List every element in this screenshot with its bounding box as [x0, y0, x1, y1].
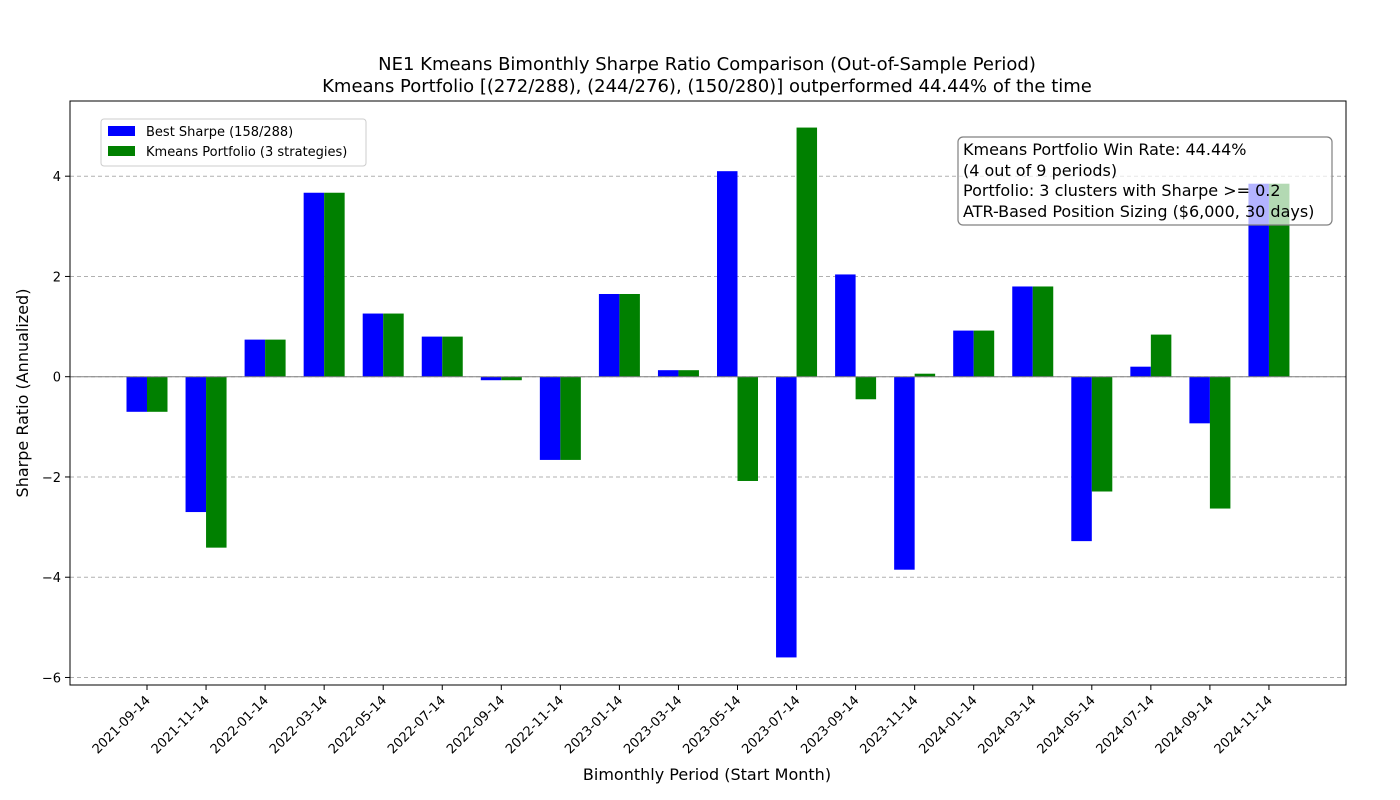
bar-kmeans-portfolio	[855, 376, 877, 400]
annotation-line-2: (4 out of 9 periods)	[963, 161, 1117, 180]
x-tick-label: 2022-05-14	[326, 693, 390, 757]
y-tick-label: −6	[42, 671, 61, 686]
bar-kmeans-portfolio	[1268, 183, 1290, 377]
x-tick-label: 2022-11-14	[503, 693, 567, 757]
x-tick-label: 2024-11-14	[1212, 693, 1276, 757]
x-tick-label: 2022-07-14	[385, 693, 449, 757]
bar-kmeans-portfolio	[619, 293, 640, 377]
bar-best-sharpe	[1189, 376, 1210, 424]
x-tick-label: 2024-01-14	[916, 693, 980, 757]
bar-kmeans-portfolio	[206, 376, 227, 548]
bar-best-sharpe	[539, 376, 561, 460]
annotation-line-3: Portfolio: 3 clusters with Sharpe >= 0.2	[963, 181, 1281, 200]
bar-best-sharpe	[835, 274, 856, 377]
bar-best-sharpe	[362, 313, 384, 377]
legend-swatch-best-sharpe	[108, 126, 135, 136]
bar-best-sharpe	[303, 192, 325, 377]
y-tick-label: −2	[42, 471, 61, 486]
x-axis-label: Bimonthly Period (Start Month)	[583, 765, 831, 784]
bar-kmeans-portfolio	[560, 376, 581, 460]
x-tick-label: 2024-07-14	[1094, 693, 1158, 757]
bar-kmeans-portfolio	[147, 376, 168, 412]
x-tick-label: 2023-05-14	[680, 693, 744, 757]
legend-box	[100, 118, 367, 167]
bar-kmeans-portfolio	[1209, 376, 1231, 509]
x-tick-label: 2023-09-14	[798, 693, 862, 757]
chart-title: NE1 Kmeans Bimonthly Sharpe Ratio Compar…	[378, 54, 1036, 75]
bar-kmeans-portfolio	[1032, 286, 1054, 377]
annotation-box	[957, 136, 1333, 226]
bar-kmeans-portfolio	[383, 313, 404, 377]
legend: Best Sharpe (158/288) Kmeans Portfolio (…	[100, 118, 367, 167]
bar-kmeans-portfolio	[914, 373, 936, 377]
bar-best-sharpe	[244, 339, 266, 377]
plot-frame	[69, 100, 1347, 686]
legend-label-kmeans-portfolio: Kmeans Portfolio (3 strategies)	[146, 145, 347, 160]
bar-kmeans-portfolio	[324, 192, 345, 377]
bar-best-sharpe	[480, 376, 502, 381]
bar-kmeans-portfolio	[973, 330, 995, 377]
bar-best-sharpe	[1012, 286, 1033, 377]
x-tick-label: 2022-09-14	[444, 693, 508, 757]
bar-kmeans-portfolio	[678, 370, 699, 377]
bar-best-sharpe	[776, 376, 797, 658]
x-tick-label: 2022-01-14	[208, 693, 272, 757]
x-tick-label: 2024-09-14	[1153, 693, 1217, 757]
y-tick-label: 0	[53, 371, 61, 386]
bar-best-sharpe	[1071, 376, 1092, 542]
y-tick-label: 2	[53, 270, 61, 285]
bar-kmeans-portfolio	[1091, 376, 1113, 492]
x-axis: 2021-09-142021-11-142022-01-142022-03-14…	[90, 685, 1276, 757]
bars	[126, 127, 1290, 658]
y-axis: −6 −4 −2 0 2 4	[42, 170, 70, 686]
win-rate-annotation: Kmeans Portfolio Win Rate: 44.44% (4 out…	[957, 136, 1333, 226]
bar-best-sharpe	[185, 376, 207, 513]
y-tick-label: 4	[53, 170, 61, 185]
x-tick-label: 2024-05-14	[1035, 693, 1099, 757]
y-axis-label: Sharpe Ratio (Annualized)	[13, 289, 32, 498]
annotation-line-1: Kmeans Portfolio Win Rate: 44.44%	[963, 140, 1247, 159]
x-tick-label: 2023-03-14	[621, 693, 685, 757]
bar-best-sharpe	[421, 336, 443, 377]
x-tick-label: 2023-11-14	[857, 693, 921, 757]
x-tick-label: 2021-09-14	[90, 693, 154, 757]
x-tick-label: 2023-07-14	[739, 693, 803, 757]
x-tick-label: 2022-03-14	[267, 693, 331, 757]
bar-kmeans-portfolio	[796, 127, 818, 377]
legend-label-best-sharpe: Best Sharpe (158/288)	[146, 125, 293, 140]
bar-kmeans-portfolio	[1150, 334, 1172, 377]
bar-kmeans-portfolio	[501, 376, 522, 381]
x-tick-label: 2024-03-14	[976, 693, 1040, 757]
bar-kmeans-portfolio	[442, 336, 463, 377]
bar-best-sharpe	[894, 376, 915, 570]
bar-best-sharpe	[126, 376, 147, 412]
bar-best-sharpe	[1130, 366, 1151, 377]
annotation-line-4: ATR-Based Position Sizing ($6,000, 30 da…	[963, 202, 1314, 221]
bar-best-sharpe	[717, 171, 738, 377]
bar-best-sharpe	[657, 370, 679, 377]
x-tick-label: 2023-01-14	[562, 693, 626, 757]
chart-subtitle: Kmeans Portfolio [(272/288), (244/276), …	[322, 76, 1092, 97]
bar-kmeans-portfolio	[737, 376, 758, 481]
bar-best-sharpe	[1248, 183, 1269, 377]
bar-kmeans-portfolio	[265, 339, 286, 377]
bar-best-sharpe	[598, 293, 620, 377]
grid-lines	[70, 175, 1346, 678]
y-tick-label: −4	[42, 571, 61, 586]
x-tick-label: 2021-11-14	[149, 693, 213, 757]
bar-best-sharpe	[953, 330, 974, 377]
legend-swatch-kmeans-portfolio	[108, 146, 135, 156]
